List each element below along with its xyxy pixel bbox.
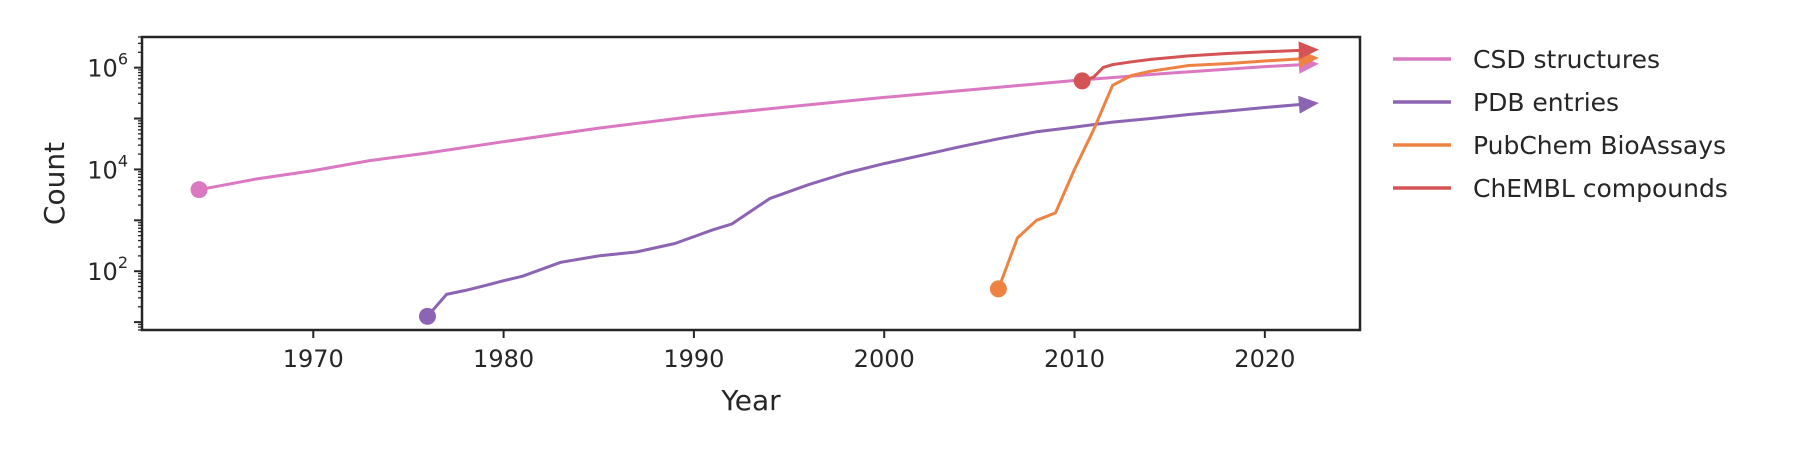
legend-label-pubchem-bioassays: PubChem BioAssays: [1473, 131, 1726, 160]
legend: CSD structures PDB entries PubChem BioAssa…: [1393, 45, 1728, 203]
pubchem-bioassays-start-marker: [989, 280, 1007, 298]
legend-label-pdb-entries: PDB entries: [1473, 88, 1619, 117]
pdb-entries-start-marker: [418, 307, 436, 325]
x-axis-label: Year: [720, 384, 781, 417]
pubchem-bioassays-line: [996, 57, 1303, 290]
legend-label-chembl-compounds: ChEMBL compounds: [1473, 174, 1728, 203]
csd-structures-start-marker: [190, 181, 208, 199]
chembl-compounds-line: [1081, 48, 1303, 83]
y-tick-label: 104: [87, 151, 128, 184]
x-tick-label: 2020: [1234, 345, 1295, 373]
y-tick-label: 102: [87, 253, 128, 286]
x-tick-label: 1990: [663, 345, 724, 373]
legend-label-csd-structures: CSD structures: [1473, 45, 1660, 74]
pdb-entries-end-arrow: [1298, 95, 1319, 114]
x-tick-label: 1980: [473, 345, 534, 373]
chembl-compounds-end-arrow: [1298, 41, 1319, 60]
plot-lines: [190, 41, 1319, 325]
x-axis-ticks: 1970 1980 1990 2000 2010 2020: [283, 330, 1295, 373]
chembl-compounds-start-marker: [1073, 72, 1091, 90]
y-axis-ticks: 102 104 106: [87, 36, 142, 331]
x-tick-label: 2000: [854, 345, 915, 373]
x-tick-label: 1970: [283, 345, 344, 373]
y-axis-label: Count: [38, 142, 71, 225]
x-tick-label: 2010: [1044, 345, 1105, 373]
y-tick-label: 106: [87, 50, 128, 83]
pdb-entries-line: [426, 102, 1304, 318]
plot-frame: [140, 35, 1362, 332]
